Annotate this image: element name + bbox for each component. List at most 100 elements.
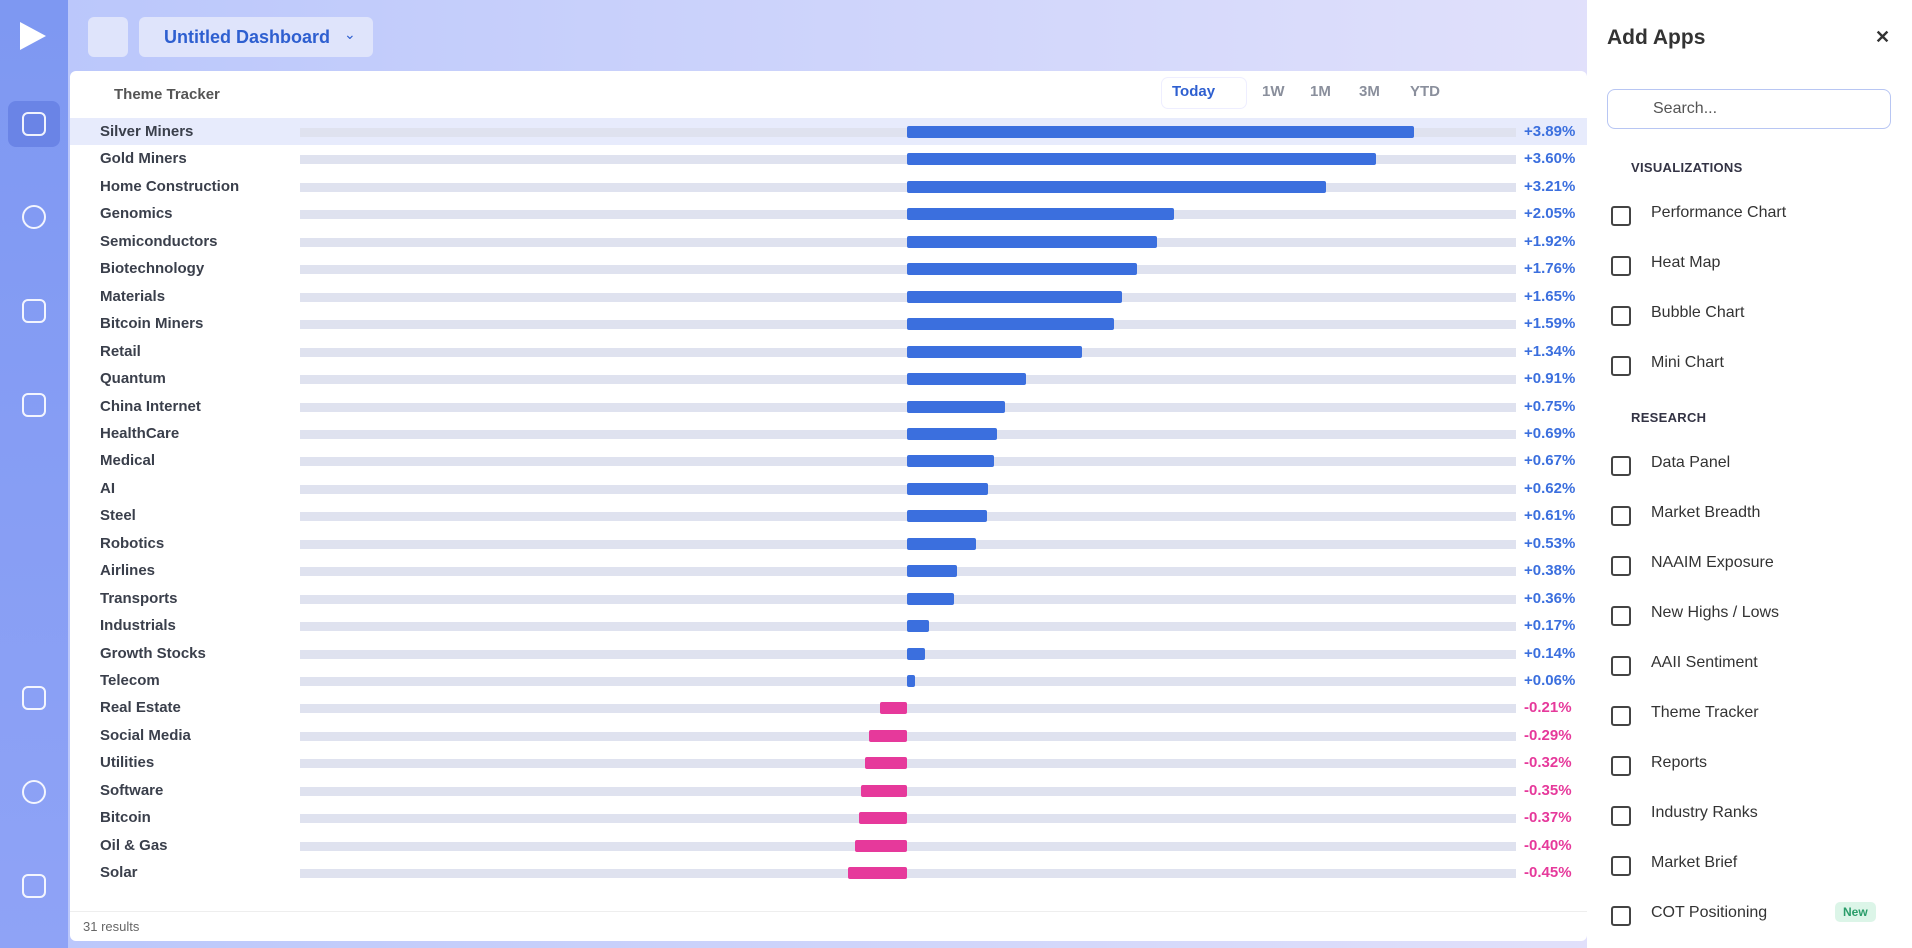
- app-item[interactable]: Data Panel: [1651, 454, 1731, 471]
- section-title[interactable]: VISUALIZATIONS: [1631, 160, 1743, 175]
- close-button[interactable]: ✕: [1875, 27, 1891, 47]
- bar: [907, 620, 930, 633]
- tracker-row[interactable]: Home Construction +3.21%: [70, 173, 1587, 200]
- value-label: +3.60%: [1524, 150, 1576, 168]
- bar: [907, 235, 1158, 248]
- search-box[interactable]: Search...: [1607, 89, 1891, 129]
- tracker-row[interactable]: Materials +1.65%: [70, 283, 1587, 310]
- value-label: +0.38%: [1524, 562, 1576, 580]
- panel-title: Theme Tracker: [114, 86, 220, 103]
- app-item[interactable]: Mini Chart: [1651, 354, 1724, 371]
- nav-profile[interactable]: [22, 780, 46, 804]
- bar: [907, 565, 957, 578]
- nav-active[interactable]: [8, 101, 60, 147]
- tracker-row[interactable]: Real Estate -0.21%: [70, 694, 1587, 721]
- row-name: Growth Stocks: [100, 644, 206, 662]
- app-item[interactable]: Theme Tracker: [1651, 704, 1759, 721]
- range-button[interactable]: 3M: [1359, 83, 1380, 100]
- app-item[interactable]: Reports: [1651, 754, 1708, 771]
- nav-help[interactable]: [22, 874, 46, 898]
- app-item[interactable]: Industry Ranks: [1651, 804, 1758, 821]
- tracker-row[interactable]: HealthCare +0.69%: [70, 420, 1587, 447]
- tracker-row[interactable]: Genomics +2.05%: [70, 200, 1587, 227]
- app-item[interactable]: AAII Sentiment: [1651, 654, 1758, 671]
- tracker-row[interactable]: Industrials +0.17%: [70, 612, 1587, 639]
- bar: [879, 702, 907, 715]
- app-item[interactable]: Market Brief: [1651, 854, 1738, 871]
- tracker-row[interactable]: Quantum +0.91%: [70, 365, 1587, 392]
- bar: [907, 400, 1005, 413]
- bar-track: [300, 759, 1516, 769]
- value-label: +1.34%: [1524, 342, 1576, 360]
- section-title[interactable]: RESEARCH: [1631, 410, 1707, 425]
- tracker-row[interactable]: Airlines +0.38%: [70, 557, 1587, 584]
- app-item[interactable]: New Highs / Lows: [1651, 604, 1780, 621]
- rows: Silver Miners +3.89% Gold Miners +3.60% Home…: [70, 118, 1587, 896]
- tracker-row[interactable]: Retail +1.34%: [70, 338, 1587, 365]
- row-name: Steel: [100, 507, 136, 525]
- tracker-row[interactable]: Transports +0.36%: [70, 585, 1587, 612]
- app-icon: [1611, 856, 1631, 876]
- app-item[interactable]: Bubble Chart: [1651, 304, 1745, 321]
- tracker-row[interactable]: Social Media -0.29%: [70, 722, 1587, 749]
- divider: [70, 911, 1587, 912]
- row-name: Telecom: [100, 672, 160, 689]
- bar-track: [300, 869, 1516, 879]
- tracker-row[interactable]: Biotechnology +1.76%: [70, 255, 1587, 282]
- app-item[interactable]: COT Positioning: [1651, 904, 1768, 921]
- app-icon: [1611, 456, 1631, 476]
- bar: [907, 153, 1377, 166]
- app-icon: [1611, 706, 1631, 726]
- app-item[interactable]: Heat Map: [1651, 254, 1721, 271]
- tracker-row[interactable]: Telecom +0.06%: [70, 667, 1587, 694]
- row-name: Solar: [100, 864, 138, 882]
- apps-title: Add Apps: [1607, 26, 1706, 49]
- nav-learn[interactable]: [22, 393, 46, 417]
- bar: [907, 647, 926, 660]
- tracker-row[interactable]: Bitcoin Miners +1.59%: [70, 310, 1587, 337]
- nav-favorites[interactable]: [22, 299, 46, 323]
- app-icon: [1611, 656, 1631, 676]
- bar: [907, 208, 1175, 221]
- nav-dashboards[interactable]: [22, 112, 46, 136]
- tracker-row[interactable]: Medical +0.67%: [70, 447, 1587, 474]
- app-item[interactable]: NAAIM Exposure: [1651, 554, 1774, 571]
- tracker-row[interactable]: AI +0.62%: [70, 475, 1587, 502]
- bar: [907, 180, 1326, 193]
- range-button[interactable]: 1M: [1310, 83, 1331, 100]
- app-icon: [1611, 206, 1631, 226]
- tracker-row[interactable]: China Internet +0.75%: [70, 393, 1587, 420]
- search-button[interactable]: [88, 17, 128, 57]
- row-name: AI: [100, 479, 115, 497]
- row-name: Social Media: [100, 726, 191, 744]
- tracker-row[interactable]: Steel +0.61%: [70, 502, 1587, 529]
- app-item[interactable]: Market Breadth: [1651, 504, 1761, 521]
- range-button[interactable]: 1W: [1262, 83, 1285, 100]
- search-placeholder: Search...: [1653, 100, 1718, 117]
- dashboard-title: Untitled Dashboard: [164, 27, 331, 47]
- tracker-row[interactable]: Gold Miners +3.60%: [70, 145, 1587, 172]
- tracker-row[interactable]: Robotics +0.53%: [70, 530, 1587, 557]
- tracker-row[interactable]: Semiconductors +1.92%: [70, 228, 1587, 255]
- bar: [907, 675, 915, 687]
- tracker-row[interactable]: Software -0.35%: [70, 777, 1587, 804]
- dashboard-selector[interactable]: Untitled Dashboard ⌄: [139, 17, 373, 57]
- row-name: Industrials: [100, 617, 176, 635]
- add-apps-panel: Add Apps ✕ Search... VISUALIZATIONS Perfo…: [1587, 0, 1912, 948]
- tracker-row[interactable]: Silver Miners +3.89%: [70, 118, 1587, 145]
- logo[interactable]: [20, 22, 46, 50]
- range-button[interactable]: Today: [1172, 83, 1216, 100]
- nav-radar[interactable]: [22, 205, 46, 229]
- tracker-row[interactable]: Solar -0.45%: [70, 859, 1587, 886]
- value-label: +0.91%: [1524, 370, 1576, 388]
- bar: [907, 345, 1082, 358]
- nav-academy[interactable]: [22, 686, 46, 710]
- tracker-row[interactable]: Utilities -0.32%: [70, 749, 1587, 776]
- range-button[interactable]: YTD: [1410, 83, 1440, 100]
- app-item[interactable]: Performance Chart: [1651, 204, 1787, 221]
- tracker-row[interactable]: Oil & Gas -0.40%: [70, 832, 1587, 859]
- bar-track: [300, 814, 1516, 824]
- value-label: +0.62%: [1524, 479, 1576, 497]
- tracker-row[interactable]: Growth Stocks +0.14%: [70, 640, 1587, 667]
- tracker-row[interactable]: Bitcoin -0.37%: [70, 804, 1587, 831]
